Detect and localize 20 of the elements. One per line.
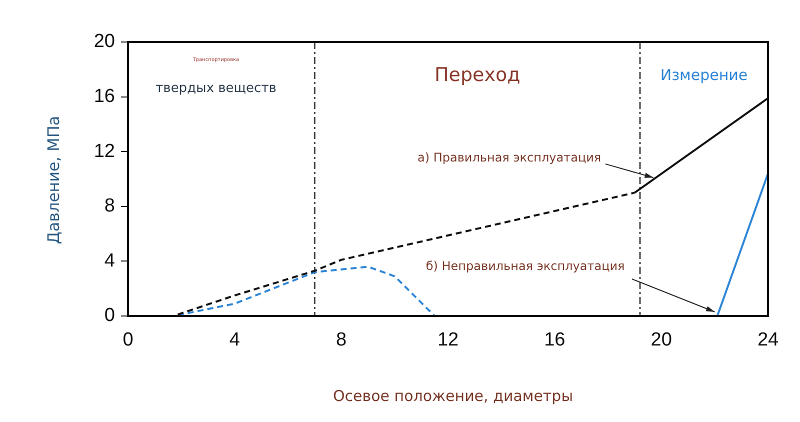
x-tick-label: 24 <box>757 330 779 351</box>
annotation: а) Правильная эксплуатация <box>418 150 602 165</box>
x-tick-label: 16 <box>544 330 566 351</box>
y-tick-label: 16 <box>94 86 115 108</box>
annotation: Измерение <box>660 66 748 84</box>
y-tick-label: 4 <box>104 250 116 272</box>
annotation: Переход <box>434 64 520 86</box>
annotation: б) Неправильная эксплуатация <box>426 258 625 273</box>
x-tick-label: 20 <box>650 330 672 351</box>
x-tick-label: 4 <box>229 330 240 351</box>
x-tick-label: 8 <box>336 330 347 351</box>
x-tick-label: 12 <box>437 330 459 351</box>
y-tick-label: 0 <box>104 305 115 326</box>
y-axis-title: Давление, МПа <box>44 116 64 244</box>
y-tick-label: 12 <box>94 140 115 162</box>
x-axis-title: Осевое положение, диаметры <box>332 386 574 405</box>
annotation: твердых веществ <box>156 80 276 96</box>
x-tick-label: 0 <box>122 330 134 351</box>
y-tick-label: 8 <box>104 196 115 217</box>
y-tick-label: 20 <box>94 31 115 52</box>
